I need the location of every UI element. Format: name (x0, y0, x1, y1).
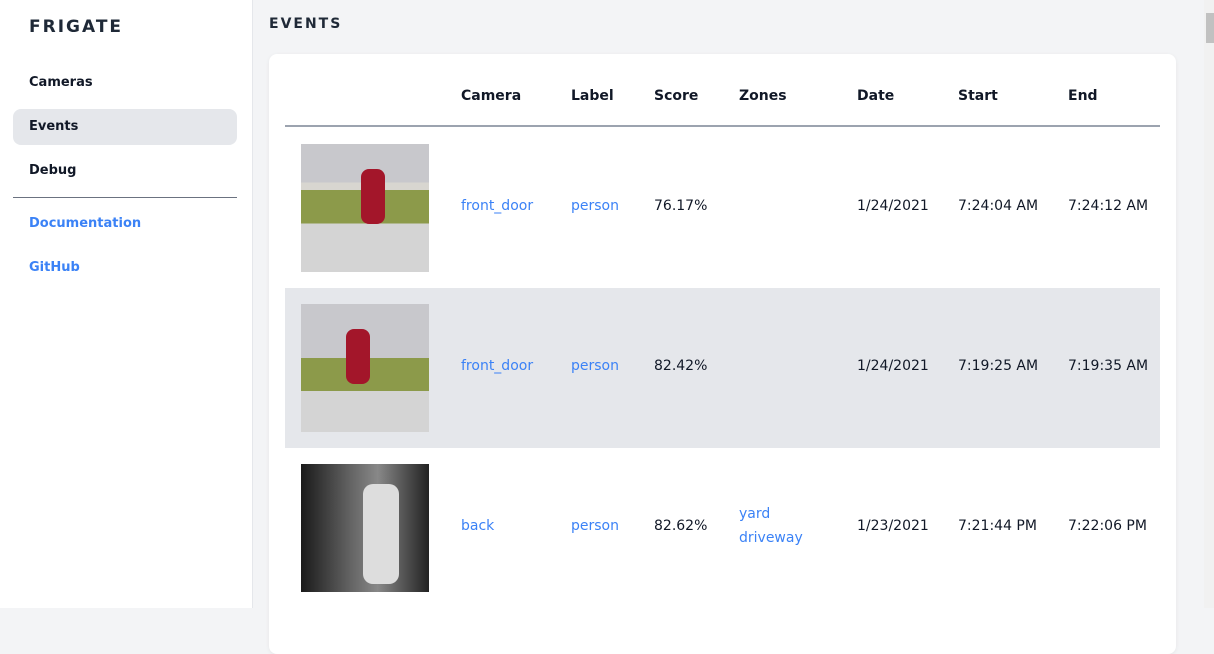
start-time: 7:19:25 AM (958, 358, 1039, 374)
header-camera: Camera (461, 88, 522, 104)
score: 82.42% (654, 358, 708, 374)
page-title: EVENTS (269, 16, 343, 32)
link-github[interactable]: GitHub (29, 260, 80, 275)
scrollbar[interactable] (1204, 0, 1214, 608)
label-link[interactable]: person (571, 198, 619, 214)
header-divider (285, 125, 1160, 127)
sidebar-item-cameras[interactable]: Cameras (29, 75, 93, 90)
table-row[interactable]: front_door person 82.42% 1/24/2021 7:19:… (285, 288, 1160, 448)
camera-link[interactable]: front_door (461, 358, 534, 374)
end-time: 7:24:12 AM (1068, 198, 1149, 214)
camera-link[interactable]: back (461, 518, 495, 534)
header-date: Date (857, 88, 895, 104)
date: 1/24/2021 (857, 358, 929, 374)
sidebar: FRIGATE Cameras Events Debug Documentati… (0, 0, 253, 608)
label-link[interactable]: person (571, 518, 619, 534)
table-row[interactable]: back person 82.62% yard driveway 1/23/20… (285, 448, 1160, 608)
sidebar-item-debug[interactable]: Debug (29, 163, 77, 178)
start-time: 7:24:04 AM (958, 198, 1039, 214)
header-end: End (1068, 88, 1098, 104)
event-thumbnail[interactable] (301, 464, 429, 592)
link-documentation[interactable]: Documentation (29, 216, 142, 231)
header-start: Start (958, 88, 998, 104)
date: 1/23/2021 (857, 518, 929, 534)
scrollbar-thumb[interactable] (1206, 13, 1214, 43)
end-time: 7:19:35 AM (1068, 358, 1149, 374)
sidebar-item-events[interactable]: Events (13, 109, 237, 145)
events-table: Camera Label Score Zones Date Start End … (269, 54, 1176, 654)
event-thumbnail[interactable] (301, 304, 429, 432)
score: 82.62% (654, 518, 708, 534)
header-zones: Zones (739, 88, 787, 104)
date: 1/24/2021 (857, 198, 929, 214)
label-link[interactable]: person (571, 358, 619, 374)
zone-link[interactable]: yard (739, 506, 771, 522)
camera-link[interactable]: front_door (461, 198, 534, 214)
score: 76.17% (654, 198, 708, 214)
event-thumbnail[interactable] (301, 144, 429, 272)
sidebar-divider (13, 197, 237, 198)
header-label: Label (571, 88, 614, 104)
start-time: 7:21:44 PM (958, 518, 1037, 534)
header-score: Score (654, 88, 699, 104)
brand-logo: FRIGATE (29, 17, 124, 37)
zone-link[interactable]: driveway (739, 530, 803, 546)
table-row[interactable]: front_door person 76.17% 1/24/2021 7:24:… (285, 128, 1160, 288)
end-time: 7:22:06 PM (1068, 518, 1147, 534)
